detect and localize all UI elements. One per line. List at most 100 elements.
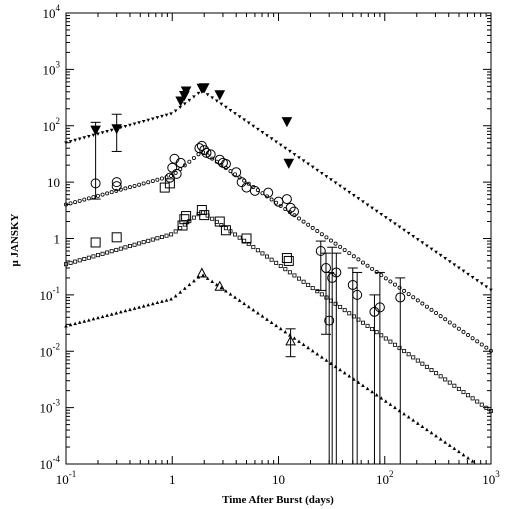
data-point: [281, 253, 292, 264]
model-point: [274, 323, 278, 328]
model-point: [242, 118, 246, 122]
model-point: [292, 273, 297, 278]
data-point: [395, 292, 406, 303]
model-point: [310, 348, 315, 353]
model-point: [269, 137, 274, 141]
data-point: [214, 90, 226, 101]
data-point: [283, 255, 294, 266]
model-point: [461, 452, 466, 457]
model-point: [297, 216, 302, 221]
model-point: [351, 254, 356, 259]
model-point: [347, 251, 352, 256]
model-point: [365, 386, 370, 391]
model-point: [288, 149, 292, 154]
model-point: [406, 292, 411, 297]
model-point: [151, 301, 155, 306]
model-point: [233, 295, 237, 299]
model-point: [210, 216, 215, 221]
model-point: [342, 370, 347, 375]
model-point: [434, 371, 439, 376]
data-point: [283, 158, 295, 169]
model-point: [137, 121, 141, 125]
data-point: [347, 279, 358, 290]
model-point: [105, 130, 109, 134]
model-point: [434, 434, 438, 438]
error-bars: [90, 113, 406, 464]
model-point: [347, 374, 352, 378]
model-point: [68, 260, 73, 265]
model-point: [301, 159, 306, 163]
data-point: [220, 158, 231, 169]
model-point: [301, 342, 306, 347]
y-tick-label: 10-3: [40, 398, 61, 416]
model-point: [114, 311, 119, 315]
model-point: [338, 304, 343, 309]
model-point: [141, 304, 146, 308]
model-point: [265, 134, 269, 138]
model-point: [87, 135, 91, 139]
model-point: [424, 304, 429, 309]
model-point: [470, 396, 475, 401]
model-point: [278, 263, 283, 268]
model-point: [118, 246, 123, 251]
model-point: [347, 311, 352, 316]
model-curves: [64, 90, 493, 463]
model-point: [292, 336, 297, 340]
model-point: [370, 206, 374, 210]
model-point: [73, 200, 78, 205]
model-point: [160, 114, 164, 119]
model-point: [297, 156, 301, 160]
model-point: [86, 255, 91, 260]
data-point: [175, 96, 186, 107]
model-point: [479, 282, 484, 286]
data-point: [315, 246, 326, 257]
model-point: [434, 310, 439, 315]
model-point: [109, 190, 114, 195]
model-point: [370, 266, 375, 271]
model-point: [68, 201, 73, 206]
model-point: [392, 342, 397, 347]
model-point: [452, 446, 457, 451]
model-point: [260, 251, 265, 256]
model-point: [443, 317, 448, 322]
data-point: [181, 211, 192, 222]
model-point: [210, 96, 214, 100]
model-point: [479, 402, 484, 407]
model-point: [479, 342, 484, 347]
model-point: [132, 242, 137, 247]
model-point: [132, 122, 137, 126]
model-point: [187, 282, 192, 287]
model-point: [438, 437, 443, 441]
model-point: [370, 327, 375, 332]
model-point: [338, 367, 342, 372]
model-point: [288, 333, 292, 337]
model-point: [137, 241, 142, 246]
model-point: [297, 276, 302, 281]
model-point: [484, 285, 489, 289]
model-point: [178, 105, 183, 110]
model-point: [365, 263, 370, 268]
model-point: [278, 326, 283, 331]
data-point: [179, 214, 190, 225]
model-point: [141, 240, 146, 245]
x-tick-label: 10-1: [56, 469, 77, 487]
model-point: [251, 245, 256, 250]
model-point: [68, 322, 73, 327]
model-point: [402, 349, 407, 354]
model-point: [256, 127, 260, 132]
model-point: [191, 155, 196, 160]
model-point: [425, 244, 429, 248]
data-point: [249, 185, 260, 196]
model-point: [100, 314, 105, 319]
model-point: [333, 301, 338, 306]
model-point: [393, 222, 397, 226]
model-point: [470, 459, 475, 463]
model-point: [438, 253, 443, 258]
model-point: [475, 399, 480, 404]
model-point: [269, 320, 274, 324]
model-point: [461, 269, 466, 273]
model-point: [169, 232, 174, 237]
model-point: [251, 124, 256, 128]
y-tick-label: 1: [54, 232, 61, 247]
model-point: [287, 270, 292, 275]
